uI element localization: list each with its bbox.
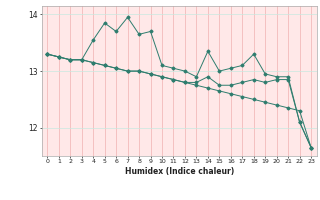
X-axis label: Humidex (Indice chaleur): Humidex (Indice chaleur) (124, 167, 234, 176)
